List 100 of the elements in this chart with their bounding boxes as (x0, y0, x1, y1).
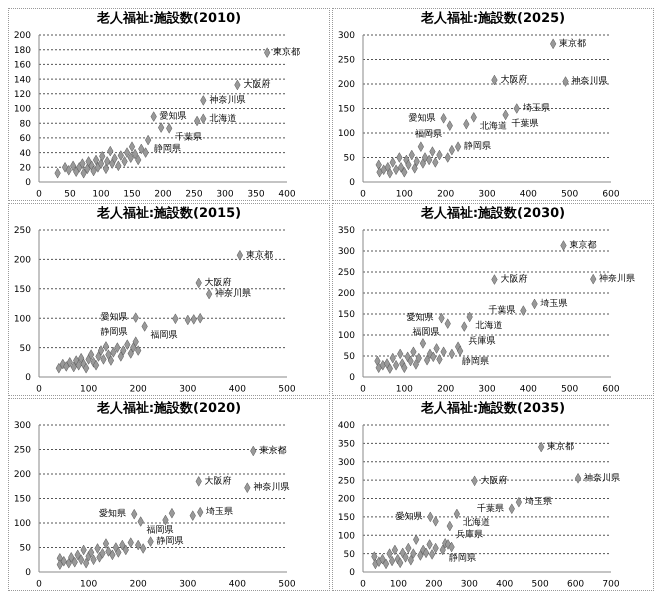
y-tick-label: 50 (344, 154, 356, 164)
annotation: 埼玉県 (540, 298, 568, 309)
x-tick-label: 400 (228, 384, 246, 394)
y-tick-label: 160 (14, 60, 32, 71)
y-tick-label: 250 (338, 268, 356, 278)
y-tick-label: 180 (14, 46, 32, 56)
annotation: 福岡県 (146, 524, 174, 536)
annotation: 大阪府 (500, 274, 528, 285)
y-tick-label: 300 (338, 31, 356, 42)
x-tick-label: 0 (360, 579, 366, 590)
x-tick-label: 300 (478, 189, 496, 200)
y-tick-label: 200 (338, 494, 356, 505)
y-tick-label: 0 (349, 568, 356, 578)
x-tick-label: 400 (496, 579, 514, 590)
x-tick-label: 250 (185, 189, 203, 200)
annotation: 福岡県 (150, 329, 178, 340)
chart-title: 老人福祉:施設数(2035) (420, 400, 566, 418)
annotation: 愛知県 (100, 312, 128, 323)
x-tick-label: 350 (247, 189, 265, 200)
x-tick-label: 200 (425, 579, 443, 590)
y-tick-label: 300 (14, 421, 32, 432)
y-tick-label: 100 (338, 129, 356, 140)
annotation: 愛知県 (408, 112, 436, 124)
x-tick-label: 600 (602, 384, 620, 394)
annotation: 神奈川県 (209, 94, 246, 106)
annotation: 静岡県 (156, 536, 184, 547)
x-tick-label: 200 (437, 189, 455, 200)
annotation: 北海道 (476, 320, 503, 331)
annotation: 静岡県 (100, 326, 128, 338)
y-tick-label: 200 (338, 80, 356, 90)
annotation: 大阪府 (204, 475, 232, 486)
chart-title: 老人福祉:施設数(2015) (96, 205, 242, 223)
annotation: 福岡県 (414, 128, 442, 140)
annotation: 埼玉県 (522, 102, 550, 114)
y-tick-label: 40 (20, 148, 32, 159)
y-tick-label: 20 (20, 163, 32, 174)
y-tick-label: 250 (14, 226, 32, 236)
y-tick-label: 60 (20, 134, 32, 144)
x-tick-label: 0 (360, 189, 366, 200)
y-tick-label: 100 (338, 331, 356, 342)
annotation: 千葉県 (488, 304, 516, 316)
annotation: 大阪府 (243, 78, 270, 90)
x-tick-label: 100 (92, 189, 110, 200)
y-tick-label: 250 (14, 446, 32, 456)
y-tick-label: 0 (349, 373, 356, 384)
annotation: 北海道 (209, 112, 236, 124)
x-tick-label: 200 (154, 189, 172, 200)
x-tick-label: 400 (520, 189, 538, 200)
chart-title: 老人福祉:施設数(2020) (96, 400, 242, 418)
y-tick-label: 250 (338, 476, 356, 486)
annotation: 静岡県 (462, 356, 490, 367)
y-tick-label: 100 (14, 314, 32, 324)
annotation: 福岡県 (412, 326, 440, 338)
y-tick-label: 400 (338, 421, 356, 432)
annotation: 神奈川県 (572, 76, 608, 87)
annotation: 神奈川県 (253, 482, 290, 493)
x-tick-label: 0 (36, 384, 42, 394)
y-tick-label: 350 (338, 440, 356, 450)
y-tick-label: 140 (14, 75, 32, 86)
x-tick-label: 400 (278, 189, 296, 200)
annotation: 大阪府 (480, 474, 508, 486)
y-tick-label: 300 (338, 247, 356, 258)
y-tick-label: 150 (338, 513, 356, 524)
y-tick-label: 0 (25, 178, 32, 188)
annotation: 東京都 (246, 249, 273, 260)
x-tick-label: 600 (566, 579, 584, 590)
annotation: 千葉県 (512, 118, 539, 129)
x-tick-label: 700 (602, 579, 620, 590)
annotation: 東京都 (259, 444, 286, 456)
annotation: 静岡県 (154, 143, 182, 154)
y-tick-label: 50 (20, 344, 32, 354)
x-tick-label: 100 (80, 384, 98, 394)
x-tick-label: 500 (532, 579, 549, 590)
y-tick-label: 50 (344, 550, 356, 560)
y-tick-label: 150 (338, 104, 356, 115)
x-tick-label: 300 (179, 579, 197, 590)
annotation: 東京都 (559, 38, 586, 49)
y-tick-label: 200 (14, 256, 32, 266)
y-tick-label: 150 (14, 494, 32, 505)
x-tick-label: 400 (228, 579, 246, 590)
annotation: 愛知県 (99, 508, 126, 520)
annotation: 兵庫県 (456, 529, 483, 540)
y-tick-label: 0 (25, 568, 32, 578)
x-tick-label: 100 (396, 384, 414, 394)
y-tick-label: 250 (338, 56, 356, 66)
x-tick-label: 0 (36, 579, 42, 590)
x-tick-label: 200 (130, 579, 148, 590)
annotation: 北海道 (480, 120, 507, 132)
y-tick-label: 200 (14, 31, 32, 42)
y-tick-label: 150 (14, 284, 32, 295)
annotation: 神奈川県 (599, 273, 636, 284)
annotation: 東京都 (569, 240, 596, 251)
y-tick-label: 0 (349, 178, 356, 188)
annotation: 神奈川県 (584, 472, 620, 484)
annotation: 神奈川県 (215, 288, 252, 300)
x-tick-label: 300 (478, 384, 496, 394)
x-tick-label: 500 (278, 384, 296, 394)
annotation: 愛知県 (406, 312, 434, 324)
y-tick-label: 100 (14, 104, 32, 115)
y-tick-label: 200 (338, 289, 356, 300)
